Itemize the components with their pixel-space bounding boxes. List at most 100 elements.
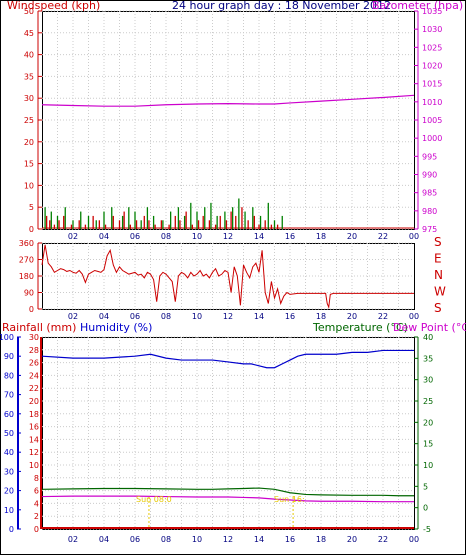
chart-title: 24 hour graph day : 18 November 2012 bbox=[172, 0, 391, 12]
wind-x-tick-label: 08 bbox=[161, 232, 171, 241]
dir-x-tick-label: 10 bbox=[192, 312, 202, 321]
wind-x-tick-label: 18 bbox=[316, 232, 326, 241]
baro-tick-label: 1030 bbox=[422, 25, 442, 34]
temp-x-tick-label: 10 bbox=[192, 535, 202, 544]
temp-x-tick-label: 06 bbox=[130, 535, 140, 544]
compass-label: E bbox=[434, 252, 442, 266]
baro-tick-label: 995 bbox=[422, 152, 437, 161]
temp-x-tick-label: 18 bbox=[316, 535, 326, 544]
humidity-axis-label: Humidity (%) bbox=[80, 321, 152, 334]
humidity-tick-label: 50 bbox=[4, 429, 14, 438]
sunset-label: Sun 16: bbox=[274, 495, 305, 504]
baro-tick-label: 1005 bbox=[422, 116, 442, 125]
baro-tick-label: 975 bbox=[422, 225, 437, 234]
humidity-tick-label: 100 bbox=[0, 333, 14, 342]
temp-tick-label: 15 bbox=[423, 440, 433, 449]
dir-x-tick-label: 00 bbox=[409, 312, 419, 321]
dir-x-tick-label: 18 bbox=[316, 312, 326, 321]
humidity-tick-label: 90 bbox=[4, 352, 14, 361]
humidity-tick-label: 60 bbox=[4, 410, 14, 419]
wind-direction-line bbox=[41, 244, 414, 310]
baro-tick-label: 1015 bbox=[422, 80, 442, 89]
temp-x-tick-label: 22 bbox=[378, 535, 388, 544]
wind-tick-label: 20 bbox=[24, 138, 34, 147]
humidity-line bbox=[41, 349, 414, 369]
humidity-tick-label: 0 bbox=[9, 525, 14, 534]
rain-tick-label: 4 bbox=[34, 499, 39, 508]
temperature-line bbox=[41, 487, 414, 497]
temp-x-tick-label: 02 bbox=[68, 535, 78, 544]
wind-tick-label: 35 bbox=[24, 72, 34, 81]
wind-x-tick-label: 22 bbox=[378, 232, 388, 241]
wind-x-tick-label: 06 bbox=[130, 232, 140, 241]
wind-x-tick-label: 10 bbox=[192, 232, 202, 241]
wind-x-tick-label: 16 bbox=[285, 232, 295, 241]
temperature-axis-label: Temperature (°C) bbox=[312, 321, 408, 334]
rain-tick-label: 6 bbox=[34, 487, 39, 496]
rain-tick-label: 26 bbox=[29, 359, 39, 368]
compass-label: N bbox=[434, 268, 443, 282]
wind-tick-label: 5 bbox=[29, 203, 34, 212]
wind-tick-label: 10 bbox=[24, 181, 34, 190]
dir-x-tick-label: 12 bbox=[223, 312, 233, 321]
humidity-tick-label: 40 bbox=[4, 448, 14, 457]
dir-tick-label: 0 bbox=[29, 305, 34, 314]
dir-x-tick-label: 14 bbox=[254, 312, 264, 321]
dir-tick-label: 90 bbox=[24, 289, 34, 298]
temp-tick-label: 20 bbox=[423, 418, 433, 427]
dir-tick-label: 180 bbox=[19, 272, 34, 281]
humidity-tick-label: 10 bbox=[4, 506, 14, 515]
rain-tick-label: 22 bbox=[29, 384, 39, 393]
wind-x-tick-label: 04 bbox=[99, 232, 109, 241]
compass-label: S bbox=[434, 235, 442, 249]
humidity-tick-label: 20 bbox=[4, 487, 14, 496]
wind-tick-label: 30 bbox=[24, 94, 34, 103]
baro-tick-label: 1020 bbox=[422, 62, 442, 71]
temp-x-tick-label: 14 bbox=[254, 535, 264, 544]
wind-tick-label: 25 bbox=[24, 116, 34, 125]
barometer-line bbox=[41, 94, 415, 107]
temp-tick-label: 0 bbox=[423, 504, 428, 513]
baro-tick-label: 990 bbox=[422, 171, 437, 180]
rain-tick-label: 30 bbox=[29, 333, 39, 342]
temp-tick-label: 5 bbox=[423, 482, 428, 491]
dir-x-tick-label: 02 bbox=[68, 312, 78, 321]
wind-x-tick-label: 20 bbox=[347, 232, 357, 241]
temp-tick-label: 25 bbox=[423, 397, 433, 406]
dewpoint-axis-label: Dew Point (°C) bbox=[393, 321, 466, 334]
rain-tick-label: 14 bbox=[29, 435, 39, 444]
temp-x-tick-label: 00 bbox=[409, 535, 419, 544]
wind-x-tick-label: 00 bbox=[409, 232, 419, 241]
dir-x-tick-label: 20 bbox=[347, 312, 357, 321]
rain-tick-label: 0 bbox=[34, 525, 39, 534]
dir-x-tick-label: 16 bbox=[285, 312, 295, 321]
rain-tick-label: 28 bbox=[29, 346, 39, 355]
baro-tick-label: 985 bbox=[422, 189, 437, 198]
temp-tick-label: 10 bbox=[423, 461, 433, 470]
wind-tick-label: 50 bbox=[24, 7, 34, 16]
sunrise-label: Sun 08:0 bbox=[136, 495, 172, 504]
wind-x-tick-label: 02 bbox=[68, 232, 78, 241]
baro-tick-label: 1035 bbox=[422, 7, 442, 16]
windspeed-axis-label: Windspeed (kph) bbox=[7, 0, 100, 12]
wind-tick-label: 0 bbox=[29, 225, 34, 234]
dir-x-tick-label: 08 bbox=[161, 312, 171, 321]
temp-tick-label: -5 bbox=[423, 525, 431, 534]
wind-tick-label: 15 bbox=[24, 160, 34, 169]
rain-tick-label: 18 bbox=[29, 410, 39, 419]
rain-tick-label: 24 bbox=[29, 371, 39, 380]
humidity-tick-label: 30 bbox=[4, 467, 14, 476]
temp-tick-label: 35 bbox=[423, 354, 433, 363]
temp-tick-label: 30 bbox=[423, 376, 433, 385]
temp-x-tick-label: 08 bbox=[161, 535, 171, 544]
baro-tick-label: 980 bbox=[422, 207, 437, 216]
compass-label: W bbox=[434, 285, 446, 299]
dir-x-tick-label: 06 bbox=[130, 312, 140, 321]
temp-x-tick-label: 16 bbox=[285, 535, 295, 544]
temp-tick-label: 40 bbox=[423, 333, 433, 342]
rainfall-axis-label: Rainfall (mm) bbox=[2, 321, 76, 334]
rain-tick-label: 8 bbox=[34, 474, 39, 483]
dewpoint-line bbox=[41, 495, 414, 503]
dir-tick-label: 270 bbox=[19, 256, 34, 265]
